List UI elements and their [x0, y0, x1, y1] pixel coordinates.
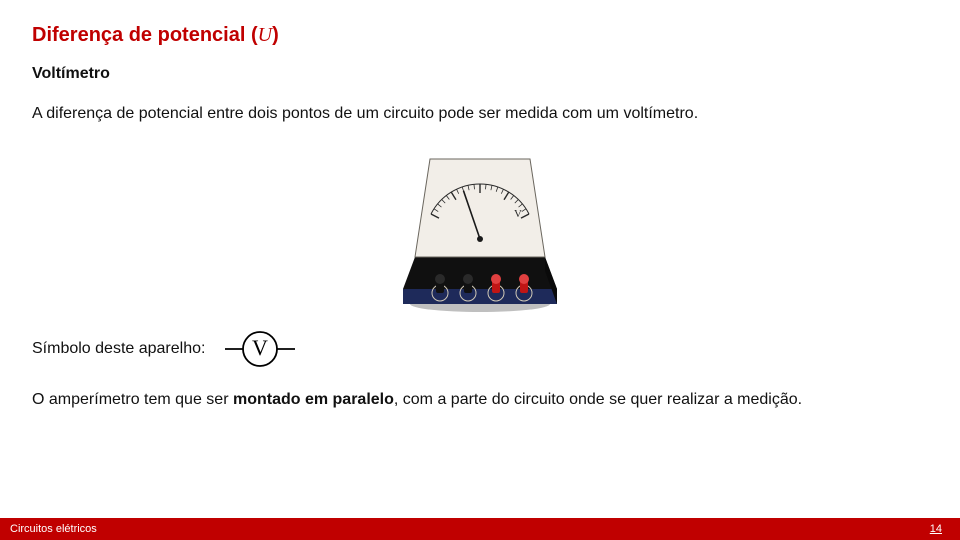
title-prefix: Diferença de potencial ( [32, 24, 258, 46]
footer-title: Circuitos elétricos [10, 523, 97, 535]
mount-after: , com a parte do circuito onde se quer r… [394, 391, 802, 408]
slide-content: Diferença de potencial (U) Voltímetro A … [0, 0, 960, 409]
voltmeter-symbol-icon: V [215, 329, 305, 369]
voltmeter-figure: V [32, 139, 928, 319]
title-suffix: ) [272, 24, 279, 46]
footer-page-number: 14 [930, 523, 942, 535]
symbol-row: Símbolo deste aparelho: V [32, 329, 928, 369]
svg-text:V: V [253, 335, 269, 360]
intro-text: A diferença de potencial entre dois pont… [32, 105, 928, 123]
slide-footer: Circuitos elétricos 14 [0, 518, 960, 540]
voltmeter-icon: V [385, 139, 575, 314]
mount-line: O amperímetro tem que ser montado em par… [32, 391, 928, 409]
svg-text:V: V [514, 208, 522, 220]
symbol-label: Símbolo deste aparelho: [32, 340, 205, 358]
title-symbol: U [258, 24, 272, 46]
mount-before: O amperímetro tem que ser [32, 391, 233, 408]
slide-title: Diferença de potencial (U) [32, 24, 928, 47]
slide: Diferença de potencial (U) Voltímetro A … [0, 0, 960, 540]
slide-subtitle: Voltímetro [32, 65, 928, 83]
mount-bold: montado em paralelo [233, 391, 394, 408]
